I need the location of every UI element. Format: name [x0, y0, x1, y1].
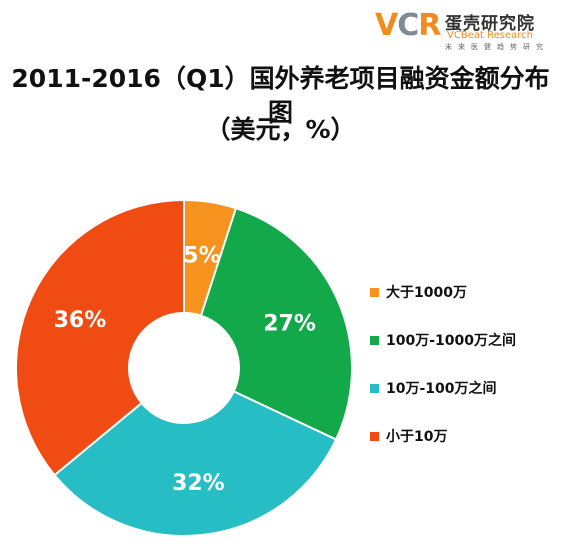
pie-slice-3 — [53, 390, 338, 537]
legend-item-4: 小于10万 — [370, 412, 516, 460]
slice-value-label-4: 36% — [54, 308, 107, 333]
logo-tagline: 未来医健趋势研究 — [445, 43, 549, 51]
chart-legend: 大于1000万 100万-1000万之间 10万-100万之间 小于10万 — [370, 268, 516, 460]
legend-swatch-3 — [370, 383, 379, 393]
vcbeat-logo: VCR 蛋壳研究院 VCBeat Research 未来医健趋势研究 — [375, 6, 555, 54]
pie-slice-4 — [15, 198, 185, 477]
legend-swatch-2 — [370, 335, 379, 345]
legend-swatch-1 — [370, 287, 379, 297]
legend-item-1: 大于1000万 — [370, 268, 516, 316]
logo-english-name: VCBeat Research — [447, 30, 533, 41]
logo-name: 蛋壳研究院 — [445, 14, 535, 34]
chart-subtitle: （美元，%） — [205, 115, 356, 144]
legend-label-3: 10万-100万之间 — [386, 381, 497, 397]
slice-value-label-3: 32% — [172, 471, 225, 496]
legend-swatch-4 — [370, 431, 379, 441]
slice-value-label-2: 27% — [263, 311, 316, 336]
legend-item-3: 10万-100万之间 — [370, 364, 516, 412]
legend-label-2: 100万-1000万之间 — [386, 333, 516, 349]
legend-label-1: 大于1000万 — [386, 285, 467, 301]
chart-title: 2011-2016（Q1）国外养老项目融资金额分布图 — [11, 64, 550, 127]
pie-slice-2 — [199, 206, 353, 441]
logo-mark: VCR — [375, 8, 441, 43]
slice-value-label-1: 5% — [183, 243, 220, 268]
legend-item-2: 100万-1000万之间 — [370, 316, 516, 364]
legend-label-4: 小于10万 — [386, 429, 448, 445]
